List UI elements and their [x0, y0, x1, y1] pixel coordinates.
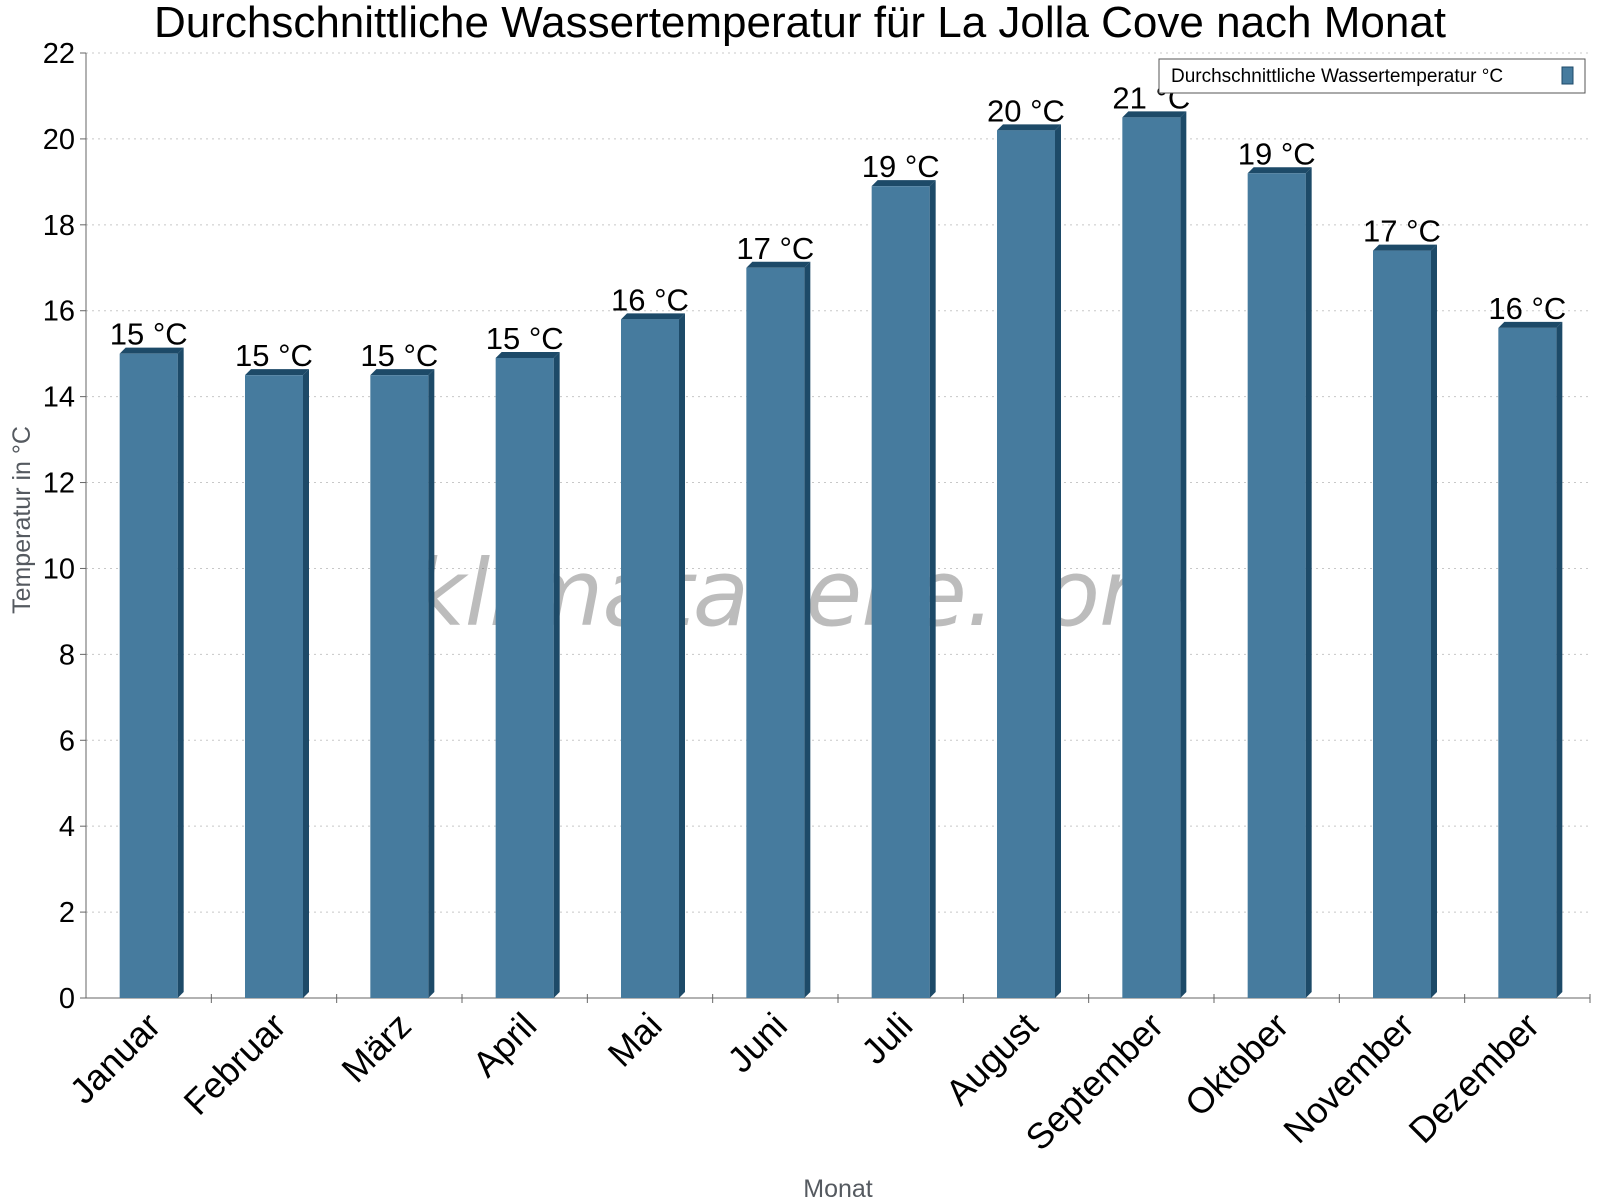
bar-side	[804, 261, 811, 999]
x-tick-label: Mai	[600, 1005, 670, 1075]
x-tick-label: Juli	[853, 1005, 920, 1072]
bar-top	[746, 261, 811, 268]
x-tick-label: November	[1275, 1005, 1421, 1151]
y-tick-label: 22	[43, 38, 75, 70]
x-tick-label: September	[1017, 1005, 1171, 1159]
legend: Durchschnittliche Wassertemperatur °C	[1158, 58, 1586, 94]
x-tick-label: März	[333, 1005, 419, 1091]
bar-value-label: 15 °C	[486, 321, 564, 356]
bar	[119, 353, 178, 998]
bar	[1498, 327, 1557, 999]
bar-value-label: 17 °C	[1363, 214, 1441, 249]
bar-top	[495, 351, 560, 358]
bar-side	[177, 347, 184, 998]
y-tick-label: 6	[59, 725, 75, 757]
y-tick-label: 10	[43, 553, 75, 585]
x-tick-label: Oktober	[1177, 1005, 1297, 1125]
bar	[746, 267, 805, 999]
bar	[370, 375, 429, 999]
bar-top	[1373, 244, 1437, 251]
bar-top	[1122, 111, 1187, 118]
bar-top	[245, 369, 309, 376]
y-tick-label: 14	[43, 382, 75, 414]
bar-value-label: 16 °C	[611, 282, 689, 317]
bar-value-label: 16 °C	[1488, 291, 1566, 326]
chart-title: Durchschnittliche Wassertemperatur für L…	[154, 0, 1446, 47]
bar-side	[1305, 167, 1312, 999]
bar-top	[871, 180, 936, 187]
bar-top	[1247, 167, 1312, 174]
x-tick-label: Dezember	[1401, 1005, 1547, 1151]
bar-top	[997, 124, 1061, 131]
bar	[1373, 250, 1431, 998]
bar	[1122, 117, 1181, 998]
bar-value-label: 15 °C	[235, 338, 313, 373]
legend-label: Durchschnittliche Wassertemperatur °C	[1171, 66, 1503, 87]
bar-value-label: 17 °C	[736, 231, 814, 266]
legend-box	[1158, 58, 1586, 94]
x-axis-title: Monat	[803, 1175, 873, 1200]
bar-top	[370, 369, 435, 376]
bar	[621, 319, 679, 998]
bar-side	[428, 369, 435, 999]
x-tick-label: August	[937, 1005, 1045, 1113]
bar-value-label: 19 °C	[862, 149, 940, 184]
y-tick-label: 16	[43, 296, 75, 328]
bar-side	[1556, 321, 1563, 999]
bar-side	[679, 313, 685, 998]
bar-side	[303, 369, 309, 999]
y-axis-title: Temperatur in °C	[8, 426, 36, 614]
bar	[871, 186, 930, 999]
bar-top	[1498, 321, 1563, 328]
y-tick-label: 4	[59, 811, 75, 843]
bar-value-label: 20 °C	[987, 93, 1065, 128]
bar-labels: 15 °C 15 °C 15 °C 15 °C 16 °C 17 °C 19 °C 20 °C…	[110, 80, 1567, 373]
y-tick-label: 12	[43, 468, 75, 500]
bar-side	[1055, 124, 1061, 999]
grid	[86, 52, 1590, 913]
bars	[119, 111, 1563, 999]
bar-value-label: 15 °C	[360, 338, 438, 373]
y-tick-label: 0	[59, 983, 75, 1015]
bar-top	[119, 347, 184, 354]
x-tick-label: Juni	[719, 1005, 795, 1081]
bar-side	[553, 351, 560, 998]
bar	[1247, 173, 1306, 999]
legend-swatch	[1561, 66, 1574, 85]
bar	[245, 375, 303, 999]
bar-value-label: 15 °C	[110, 317, 188, 352]
x-tick-label: Februar	[176, 1005, 294, 1123]
bar-value-label: 19 °C	[1238, 136, 1316, 171]
bar-top	[621, 313, 685, 320]
bar-side	[1431, 244, 1437, 998]
bar-side	[929, 180, 936, 999]
y-tick-label: 20	[43, 124, 75, 156]
x-tick-label: April	[464, 1005, 544, 1085]
bar	[495, 357, 554, 998]
x-tick-label: Januar	[61, 1005, 168, 1112]
bar-side	[1180, 111, 1187, 998]
y-tick-label: 18	[43, 210, 75, 242]
bar	[997, 130, 1055, 998]
y-tick-label: 8	[59, 639, 75, 671]
y-tick-label: 2	[59, 897, 75, 929]
